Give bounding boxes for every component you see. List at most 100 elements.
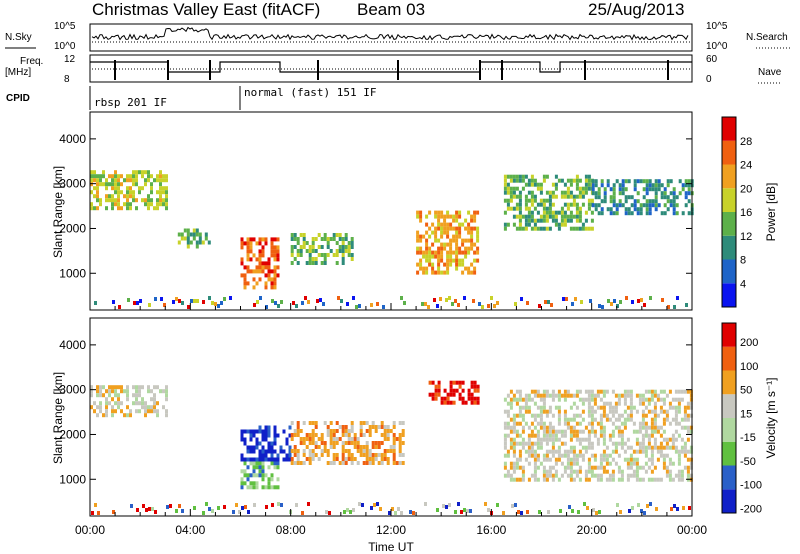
heatmap-cell	[201, 240, 205, 245]
heatmap-cell	[368, 453, 372, 457]
heatmap-cell	[276, 457, 280, 462]
heatmap-cell	[460, 510, 463, 514]
heatmap-cell	[530, 214, 534, 219]
heatmap-cell	[481, 305, 484, 309]
heatmap-cell	[572, 401, 576, 406]
heatmap-cell	[299, 233, 303, 237]
heatmap-cell	[512, 453, 516, 458]
heatmap-cell	[162, 178, 165, 183]
heatmap-cell	[626, 473, 630, 478]
heatmap-cell	[620, 433, 624, 438]
heatmap-cell	[581, 401, 585, 406]
heatmap-cell	[126, 385, 129, 390]
heatmap-cell	[329, 461, 333, 465]
heatmap-cell	[296, 429, 300, 433]
heatmap-cell	[608, 409, 612, 414]
beam-label: Beam 03	[357, 0, 425, 19]
heatmap-cell	[105, 198, 108, 203]
heatmap-cell	[162, 174, 165, 179]
heatmap-cell	[141, 198, 144, 203]
colorbar-segment	[722, 323, 736, 347]
heatmap-cell	[599, 465, 603, 470]
heatmap-cell	[458, 380, 462, 385]
heatmap-cell	[536, 437, 540, 442]
heatmap-cell	[581, 437, 585, 442]
heatmap-cell	[521, 214, 525, 219]
heatmap-cell	[446, 254, 450, 259]
heatmap-cell	[452, 226, 456, 231]
heatmap-cell	[542, 457, 546, 462]
heatmap-cell	[611, 429, 615, 434]
heatmap-cell	[539, 445, 543, 450]
heatmap-cell	[636, 199, 640, 204]
heatmap-cell	[255, 481, 259, 486]
heatmap-cell	[258, 249, 262, 254]
heatmap-cell	[380, 421, 384, 425]
heatmap-cell	[180, 236, 184, 241]
heatmap-cell	[563, 182, 567, 187]
heatmap-cell	[356, 441, 360, 445]
heatmap-cell	[135, 401, 138, 406]
heatmap-cell	[542, 214, 546, 219]
heatmap-cell	[515, 178, 519, 183]
heatmap-cell	[311, 449, 315, 453]
heatmap-cell	[648, 199, 652, 204]
heatmap-cell	[575, 405, 579, 410]
heatmap-cell	[374, 457, 378, 461]
heatmap-cell	[515, 413, 519, 418]
heatmap-cell	[371, 457, 375, 461]
heatmap-cell	[592, 508, 595, 512]
heatmap-cell	[673, 504, 676, 508]
heatmap-cell	[458, 230, 462, 235]
heatmap-cell	[569, 437, 573, 442]
heatmap-cell	[240, 453, 244, 458]
freq-label: Freq.	[20, 56, 43, 67]
heatmap-cell	[264, 281, 268, 286]
heatmap-cell	[575, 218, 579, 223]
heatmap-cell	[503, 397, 507, 402]
heatmap-cell	[521, 441, 525, 446]
colorbar-tick-label: 24	[740, 160, 752, 172]
heatmap-cell	[120, 206, 123, 211]
heatmap-cell	[674, 413, 678, 418]
heatmap-cell	[518, 433, 522, 438]
heatmap-cell	[548, 433, 552, 438]
heatmap-cell	[533, 222, 537, 227]
heatmap-cell	[653, 409, 657, 414]
heatmap-cell	[341, 261, 345, 265]
time-x-axis: 00:00 04:00 08:00 12:00 16:00 20:00 00:00	[75, 303, 707, 537]
heatmap-cell	[389, 449, 393, 453]
heatmap-cell	[264, 285, 268, 290]
heatmap-cell	[642, 187, 646, 192]
heatmap-cell	[669, 203, 673, 208]
heatmap-cell	[416, 210, 420, 215]
heatmap-cell	[135, 178, 138, 183]
heatmap-cell	[581, 457, 585, 462]
heatmap-cell	[350, 421, 354, 425]
heatmap-cell	[662, 389, 666, 394]
heatmap-cell	[602, 425, 606, 430]
heatmap-cell	[341, 433, 345, 437]
heatmap-cell	[635, 473, 639, 478]
heatmap-cell	[105, 413, 108, 418]
heatmap-cell	[120, 385, 123, 390]
heatmap-cell	[308, 253, 312, 257]
heatmap-cell	[677, 477, 681, 482]
heatmap-cell	[542, 469, 546, 474]
heatmap-cell	[610, 302, 613, 306]
heatmap-cell	[530, 210, 534, 215]
heatmap-cell	[590, 218, 594, 223]
heatmap-cell	[437, 254, 441, 259]
heatmap-cell	[445, 298, 448, 302]
heatmap-cell	[276, 257, 280, 262]
heatmap-cell	[112, 510, 115, 514]
heatmap-cell	[632, 421, 636, 426]
heatmap-cell	[651, 187, 655, 192]
heatmap-cell	[563, 389, 567, 394]
heatmap-cell	[512, 178, 516, 183]
heatmap-cell	[683, 441, 687, 446]
heatmap-cell	[520, 511, 523, 515]
heatmap-cell	[527, 445, 531, 450]
heatmap-cell	[156, 401, 159, 406]
